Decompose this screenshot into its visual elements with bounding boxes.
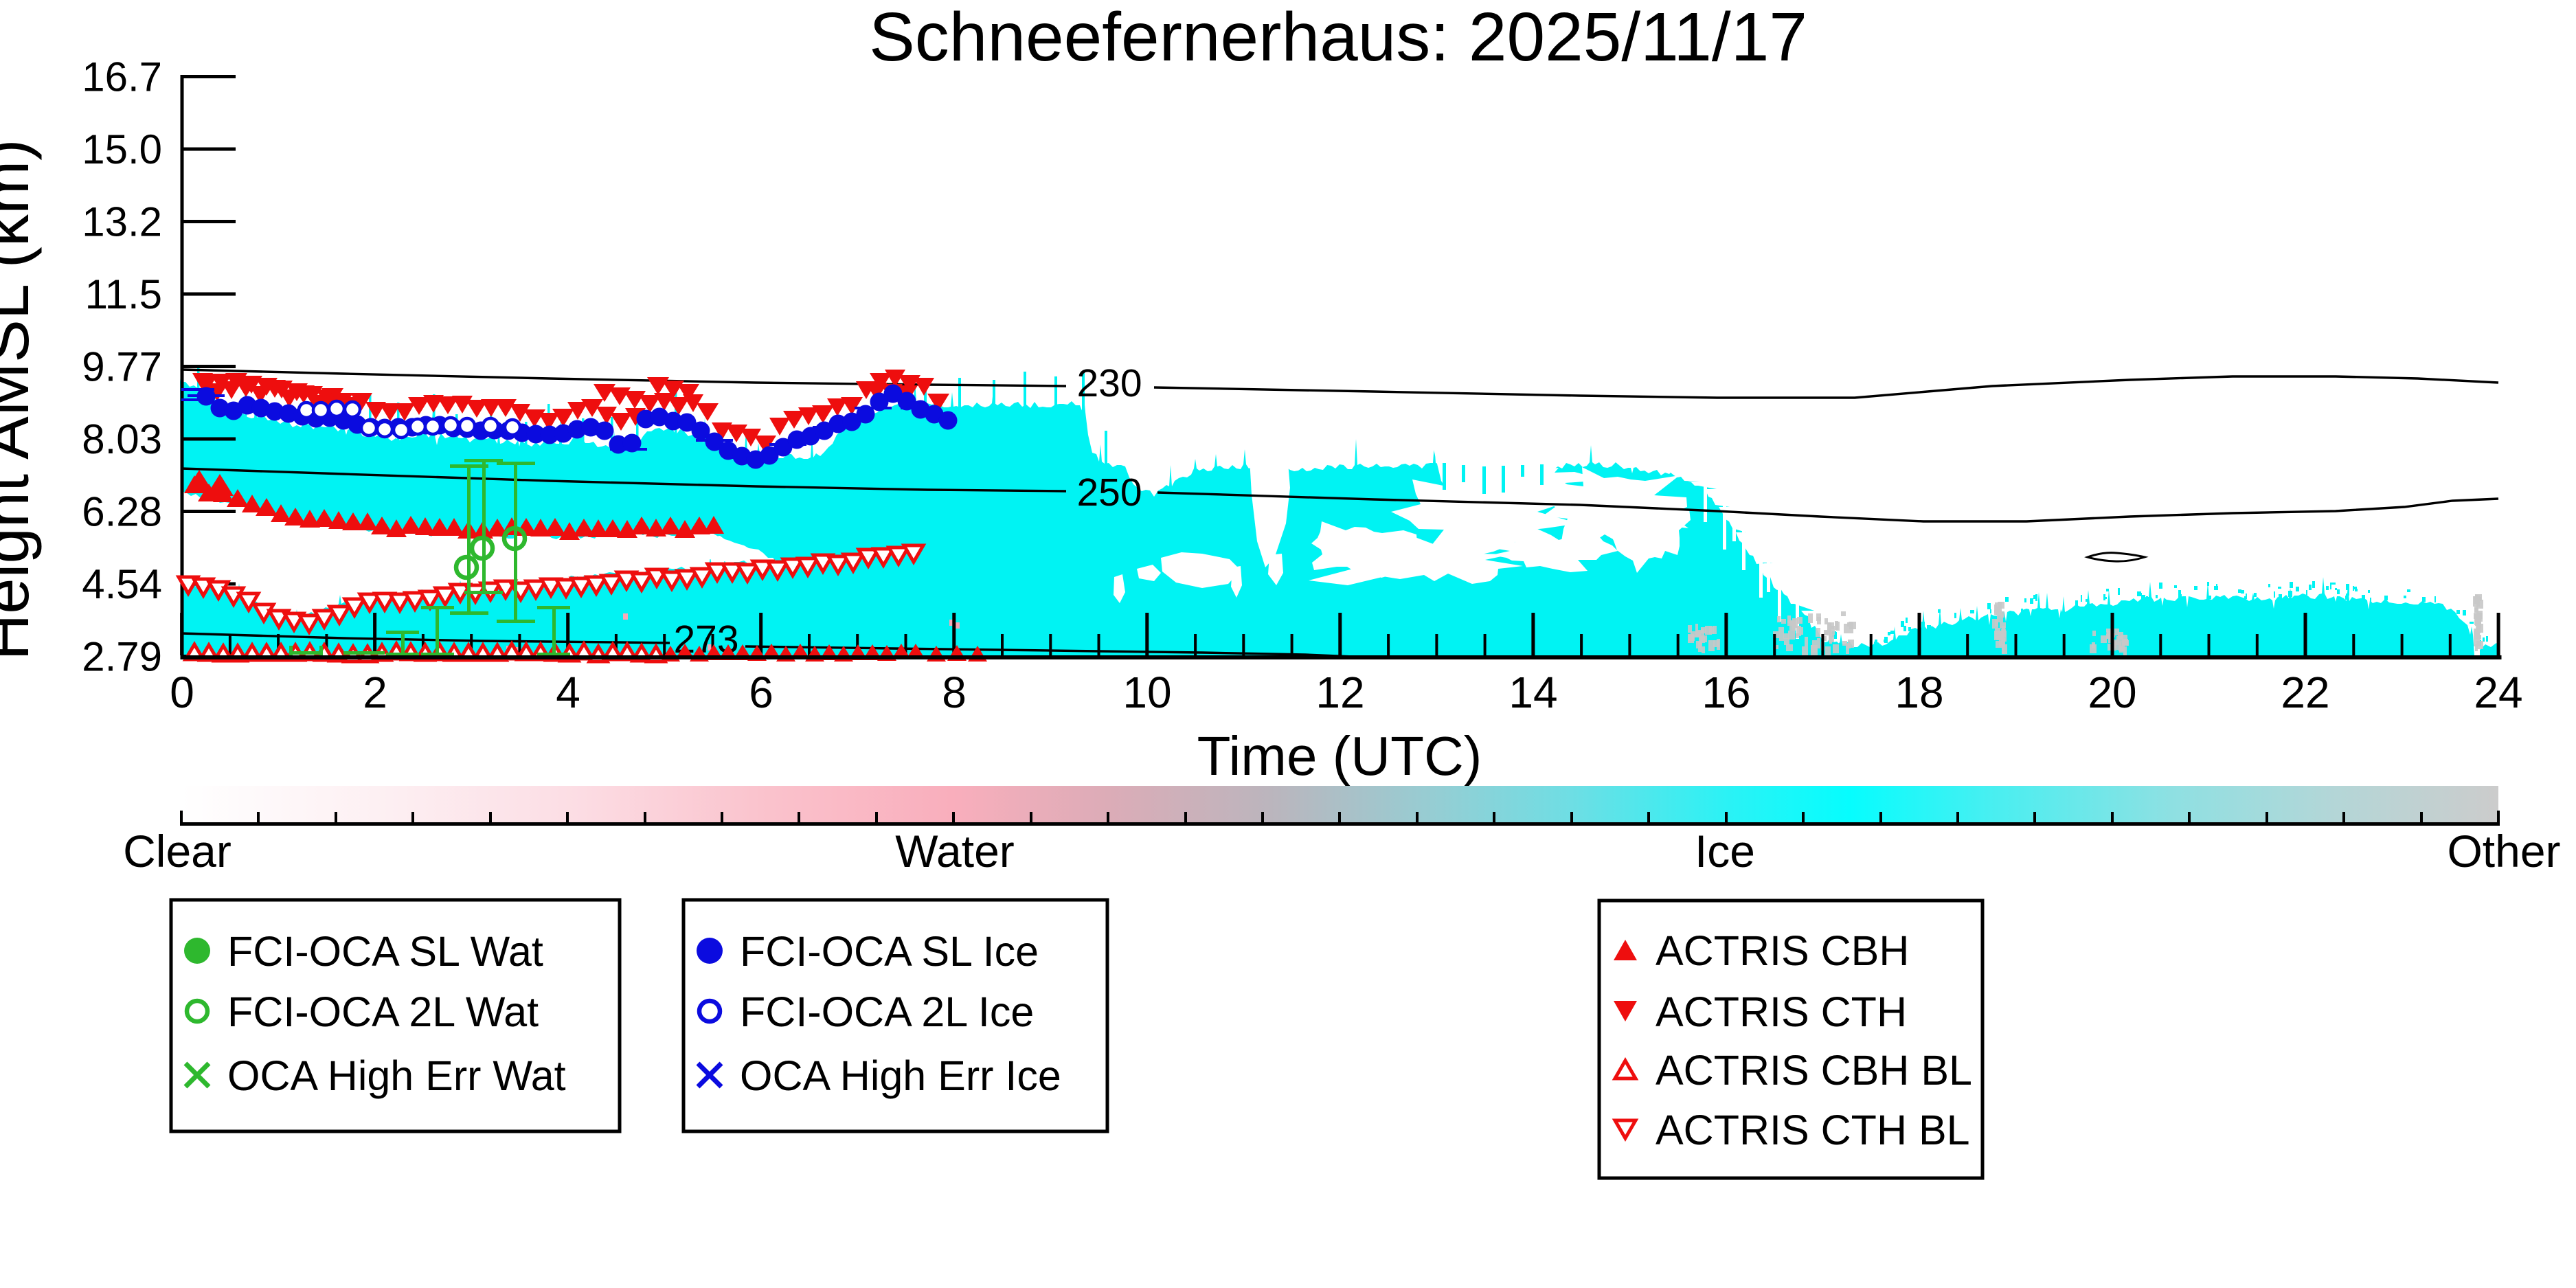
- svg-text:ACTRIS CTH: ACTRIS CTH: [1656, 988, 1907, 1035]
- svg-text:FCI-OCA SL Ice: FCI-OCA SL Ice: [740, 928, 1039, 975]
- svg-text:FCI-OCA 2L Ice: FCI-OCA 2L Ice: [740, 988, 1034, 1035]
- svg-text:Schneefernerhaus: 2025/11/17: Schneefernerhaus: 2025/11/17: [869, 0, 1807, 76]
- svg-text:24: 24: [2474, 668, 2522, 717]
- svg-text:Other: Other: [2447, 826, 2560, 877]
- svg-text:230: 230: [1076, 361, 1142, 405]
- svg-text:8: 8: [942, 668, 967, 717]
- svg-text:Water: Water: [895, 826, 1015, 877]
- svg-text:2: 2: [363, 668, 387, 717]
- svg-text:FCI-OCA SL Wat: FCI-OCA SL Wat: [227, 928, 543, 975]
- svg-text:6.28: 6.28: [82, 489, 162, 535]
- svg-text:16: 16: [1702, 668, 1750, 717]
- svg-text:16.7: 16.7: [82, 54, 162, 100]
- svg-text:11.5: 11.5: [85, 271, 162, 317]
- svg-text:ACTRIS CBH BL: ACTRIS CBH BL: [1656, 1047, 1972, 1094]
- svg-text:10: 10: [1122, 668, 1171, 717]
- svg-text:Ice: Ice: [1695, 826, 1755, 877]
- svg-text:250: 250: [1076, 471, 1142, 515]
- svg-text:8.03: 8.03: [82, 416, 162, 462]
- svg-text:12: 12: [1315, 668, 1364, 717]
- svg-text:14: 14: [1509, 668, 1557, 717]
- svg-text:18: 18: [1895, 668, 1943, 717]
- svg-text:4: 4: [556, 668, 580, 717]
- svg-text:22: 22: [2281, 668, 2329, 717]
- svg-text:OCA High Err Ice: OCA High Err Ice: [740, 1052, 1061, 1099]
- svg-text:15.0: 15.0: [82, 126, 162, 172]
- svg-text:13.2: 13.2: [82, 199, 162, 245]
- svg-text:Time (UTC): Time (UTC): [1197, 725, 1482, 787]
- svg-text:OCA High Err Wat: OCA High Err Wat: [227, 1052, 566, 1099]
- svg-text:Clear: Clear: [123, 826, 231, 877]
- svg-text:2.79: 2.79: [82, 634, 162, 680]
- svg-text:9.77: 9.77: [82, 344, 162, 390]
- svg-text:0: 0: [170, 668, 194, 717]
- svg-text:ACTRIS CBH: ACTRIS CBH: [1656, 927, 1909, 974]
- svg-text:4.54: 4.54: [82, 561, 162, 607]
- svg-text:6: 6: [749, 668, 773, 717]
- svg-text:20: 20: [2088, 668, 2136, 717]
- svg-text:Height AMSL (km): Height AMSL (km): [0, 139, 42, 660]
- svg-text:FCI-OCA 2L Wat: FCI-OCA 2L Wat: [227, 988, 539, 1035]
- svg-text:ACTRIS CTH BL: ACTRIS CTH BL: [1656, 1107, 1970, 1153]
